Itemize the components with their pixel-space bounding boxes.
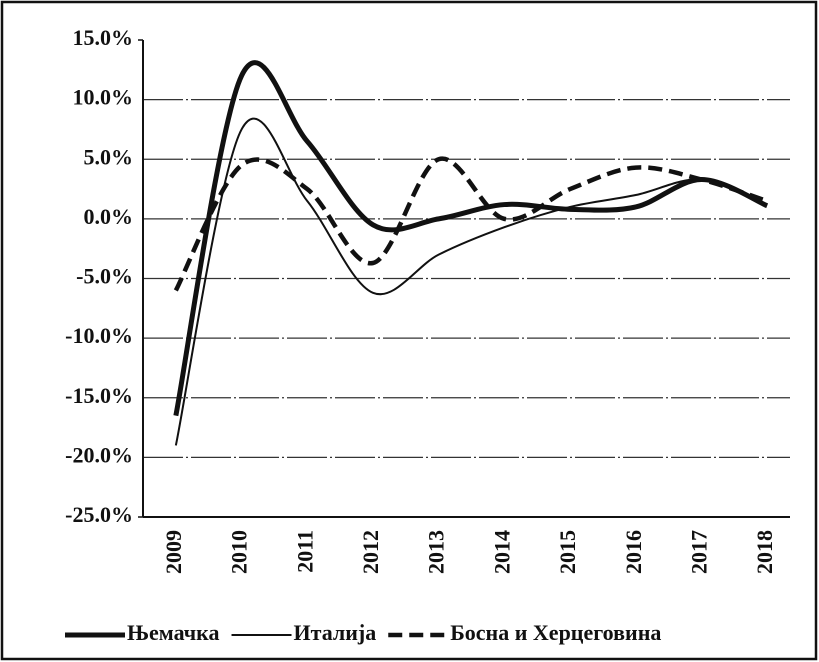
y-tick-label: -20.0% [65, 442, 133, 467]
x-tick-label: 2013 [424, 530, 449, 574]
x-tick-label: 2009 [161, 530, 186, 574]
y-tick-label: -15.0% [65, 383, 133, 408]
y-tick-label: 0.0% [84, 204, 134, 229]
x-tick-label: 2014 [489, 530, 514, 574]
y-tick-label: -5.0% [76, 264, 133, 289]
series-line [174, 117, 768, 446]
series-line [173, 156, 768, 292]
x-tick-label: 2018 [752, 530, 777, 574]
x-tick-label: 2010 [227, 530, 252, 574]
x-tick-label: 2017 [686, 530, 711, 574]
x-tick-label: 2011 [292, 530, 317, 573]
legend-label: Њемачка [127, 620, 220, 645]
legend-label: Италија [294, 620, 377, 645]
legend-label: Босна и Херцеговина [450, 620, 661, 645]
x-tick-label: 2012 [358, 530, 383, 574]
x-tick-label: 2015 [555, 530, 580, 574]
y-tick-label: 10.0% [73, 85, 134, 110]
y-tick-label: 5.0% [84, 144, 134, 169]
y-tick-label: -10.0% [65, 323, 133, 348]
x-tick-label: 2016 [621, 530, 646, 574]
y-tick-label: -25.0% [65, 502, 133, 527]
series-line [173, 60, 769, 417]
y-tick-label: 15.0% [73, 25, 134, 50]
